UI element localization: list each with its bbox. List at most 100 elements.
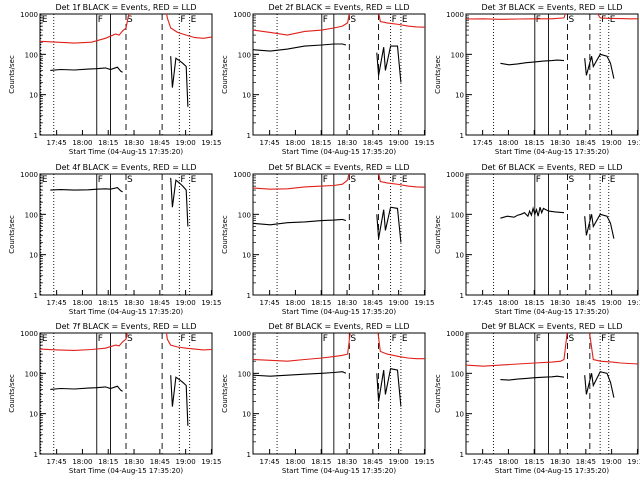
x-tick-label: 18:30	[124, 139, 144, 147]
x-tick-label: 18:30	[337, 299, 357, 307]
x-tick-label: 18:00	[285, 458, 305, 466]
y-tick-label: 1000	[20, 330, 38, 338]
x-tick-label: 18:00	[285, 139, 305, 147]
panel-5: Det 5f BLACK = Events, RED = LLD 1 10 100 10…	[221, 163, 435, 316]
y-tick-label: 100	[451, 370, 464, 378]
x-tick-label: 19:00	[602, 458, 622, 466]
marker-label: F	[323, 15, 328, 25]
marker-label: F	[323, 334, 328, 344]
x-tick-label: 18:00	[498, 299, 518, 307]
marker-label: S	[127, 15, 133, 25]
plot-frame	[252, 173, 426, 296]
marker-label: S	[350, 15, 356, 25]
y-tick-label: 100	[238, 51, 251, 59]
lld-series-line	[40, 333, 129, 351]
x-tick-label: 18:00	[72, 139, 92, 147]
x-tick-label: 19:15	[201, 458, 221, 466]
x-tick-label: 19:15	[201, 299, 221, 307]
plot-frame	[252, 332, 426, 455]
marker-label: F	[323, 175, 328, 185]
x-tick-label: 17:45	[473, 299, 493, 307]
x-tick-label: 18:45	[363, 139, 383, 147]
x-tick-label: 19:15	[627, 299, 640, 307]
x-tick-label: 19:15	[414, 299, 434, 307]
y-tick-label: 1000	[446, 171, 464, 179]
y-tick-label: 10	[29, 411, 38, 419]
y-tick-label: 1	[460, 132, 464, 140]
panel-7: Det 7f BLACK = Events, RED = LLD 1 10 100 10…	[8, 322, 222, 475]
marker-label: F	[601, 175, 606, 185]
panel-title: Det 5f BLACK = Events, RED = LLD	[268, 163, 409, 172]
panel-title: Det 1f BLACK = Events, RED = LLD	[55, 3, 196, 12]
y-tick-label: 100	[451, 51, 464, 59]
plot-frame	[465, 173, 639, 296]
lld-series-line	[165, 333, 212, 351]
events-series-line	[500, 206, 565, 219]
lld-series-line	[377, 333, 425, 360]
panel-2: Det 2f BLACK = Events, RED = LLD 1 10 100 10…	[221, 3, 435, 156]
x-tick-label: 18:45	[576, 458, 596, 466]
events-series-line	[253, 371, 347, 377]
x-tick-label: 19:00	[602, 299, 622, 307]
panel-title: Det 3f BLACK = Events, RED = LLD	[481, 3, 622, 12]
y-tick-label: 1	[34, 292, 38, 300]
panel-title: Det 9f BLACK = Events, RED = LLD	[481, 322, 622, 331]
x-tick-label: 19:00	[602, 139, 622, 147]
events-series-line	[50, 186, 123, 193]
y-tick-label: 1000	[233, 330, 251, 338]
x-tick-label: 18:00	[72, 458, 92, 466]
panel-title: Det 8f BLACK = Events, RED = LLD	[268, 322, 409, 331]
marker-label: F	[601, 15, 606, 25]
marker-label: F	[601, 334, 606, 344]
panel-6: Det 6f BLACK = Events, RED = LLD 1 10 100 10…	[434, 163, 640, 316]
panel-title: Det 6f BLACK = Events, RED = LLD	[481, 163, 622, 172]
plot-frame	[465, 13, 639, 136]
lld-series-line	[589, 333, 638, 365]
y-axis-label: Counts/sec	[434, 55, 442, 94]
y-tick-label: 1000	[446, 330, 464, 338]
x-tick-label: 19:00	[176, 299, 196, 307]
marker-label: F	[536, 175, 541, 185]
x-tick-label: 18:30	[550, 299, 570, 307]
y-tick-label: 10	[242, 411, 251, 419]
y-tick-label: 1000	[20, 171, 38, 179]
panel-8: Det 8f BLACK = Events, RED = LLD 1 10 100 10…	[221, 322, 435, 475]
y-tick-label: 10	[29, 252, 38, 260]
events-series-line	[253, 218, 347, 226]
x-axis-label: Start Time (04-Aug-15 17:35:20)	[282, 148, 396, 156]
marker-label: E	[42, 15, 48, 25]
x-tick-label: 18:15	[524, 458, 544, 466]
events-series-line	[376, 206, 402, 243]
x-tick-label: 17:45	[47, 458, 67, 466]
x-tick-label: 18:00	[72, 299, 92, 307]
x-tick-label: 19:00	[176, 458, 196, 466]
x-axis-label: Start Time (04-Aug-15 17:35:20)	[495, 148, 609, 156]
y-tick-label: 1000	[233, 171, 251, 179]
panel-3: Det 3f BLACK = Events, RED = LLD 1 10 100 10…	[434, 3, 640, 156]
y-axis-label: Counts/sec	[221, 215, 229, 254]
marker-label: F	[180, 334, 185, 344]
x-tick-label: 18:15	[311, 299, 331, 307]
events-series-line	[500, 59, 565, 66]
marker-label: E	[42, 334, 48, 344]
marker-label: E	[610, 15, 616, 25]
x-tick-label: 17:45	[473, 139, 493, 147]
marker-label: S	[568, 334, 574, 344]
x-tick-label: 17:45	[47, 139, 67, 147]
events-series-line	[50, 385, 123, 392]
events-series-line	[584, 53, 615, 79]
y-axis-label: Counts/sec	[434, 215, 442, 254]
x-axis-label: Start Time (04-Aug-15 17:35:20)	[282, 467, 396, 475]
marker-label: E	[402, 334, 408, 344]
y-axis-label: Counts/sec	[221, 374, 229, 413]
events-series-line	[584, 213, 615, 239]
marker-label: E	[191, 175, 197, 185]
x-tick-label: 18:00	[498, 139, 518, 147]
x-tick-label: 18:15	[524, 139, 544, 147]
x-tick-label: 19:00	[389, 299, 409, 307]
y-tick-label: 1	[247, 132, 251, 140]
y-tick-label: 1	[247, 292, 251, 300]
x-tick-label: 17:45	[260, 458, 280, 466]
x-tick-label: 18:15	[98, 458, 118, 466]
marker-label: F	[98, 15, 103, 25]
